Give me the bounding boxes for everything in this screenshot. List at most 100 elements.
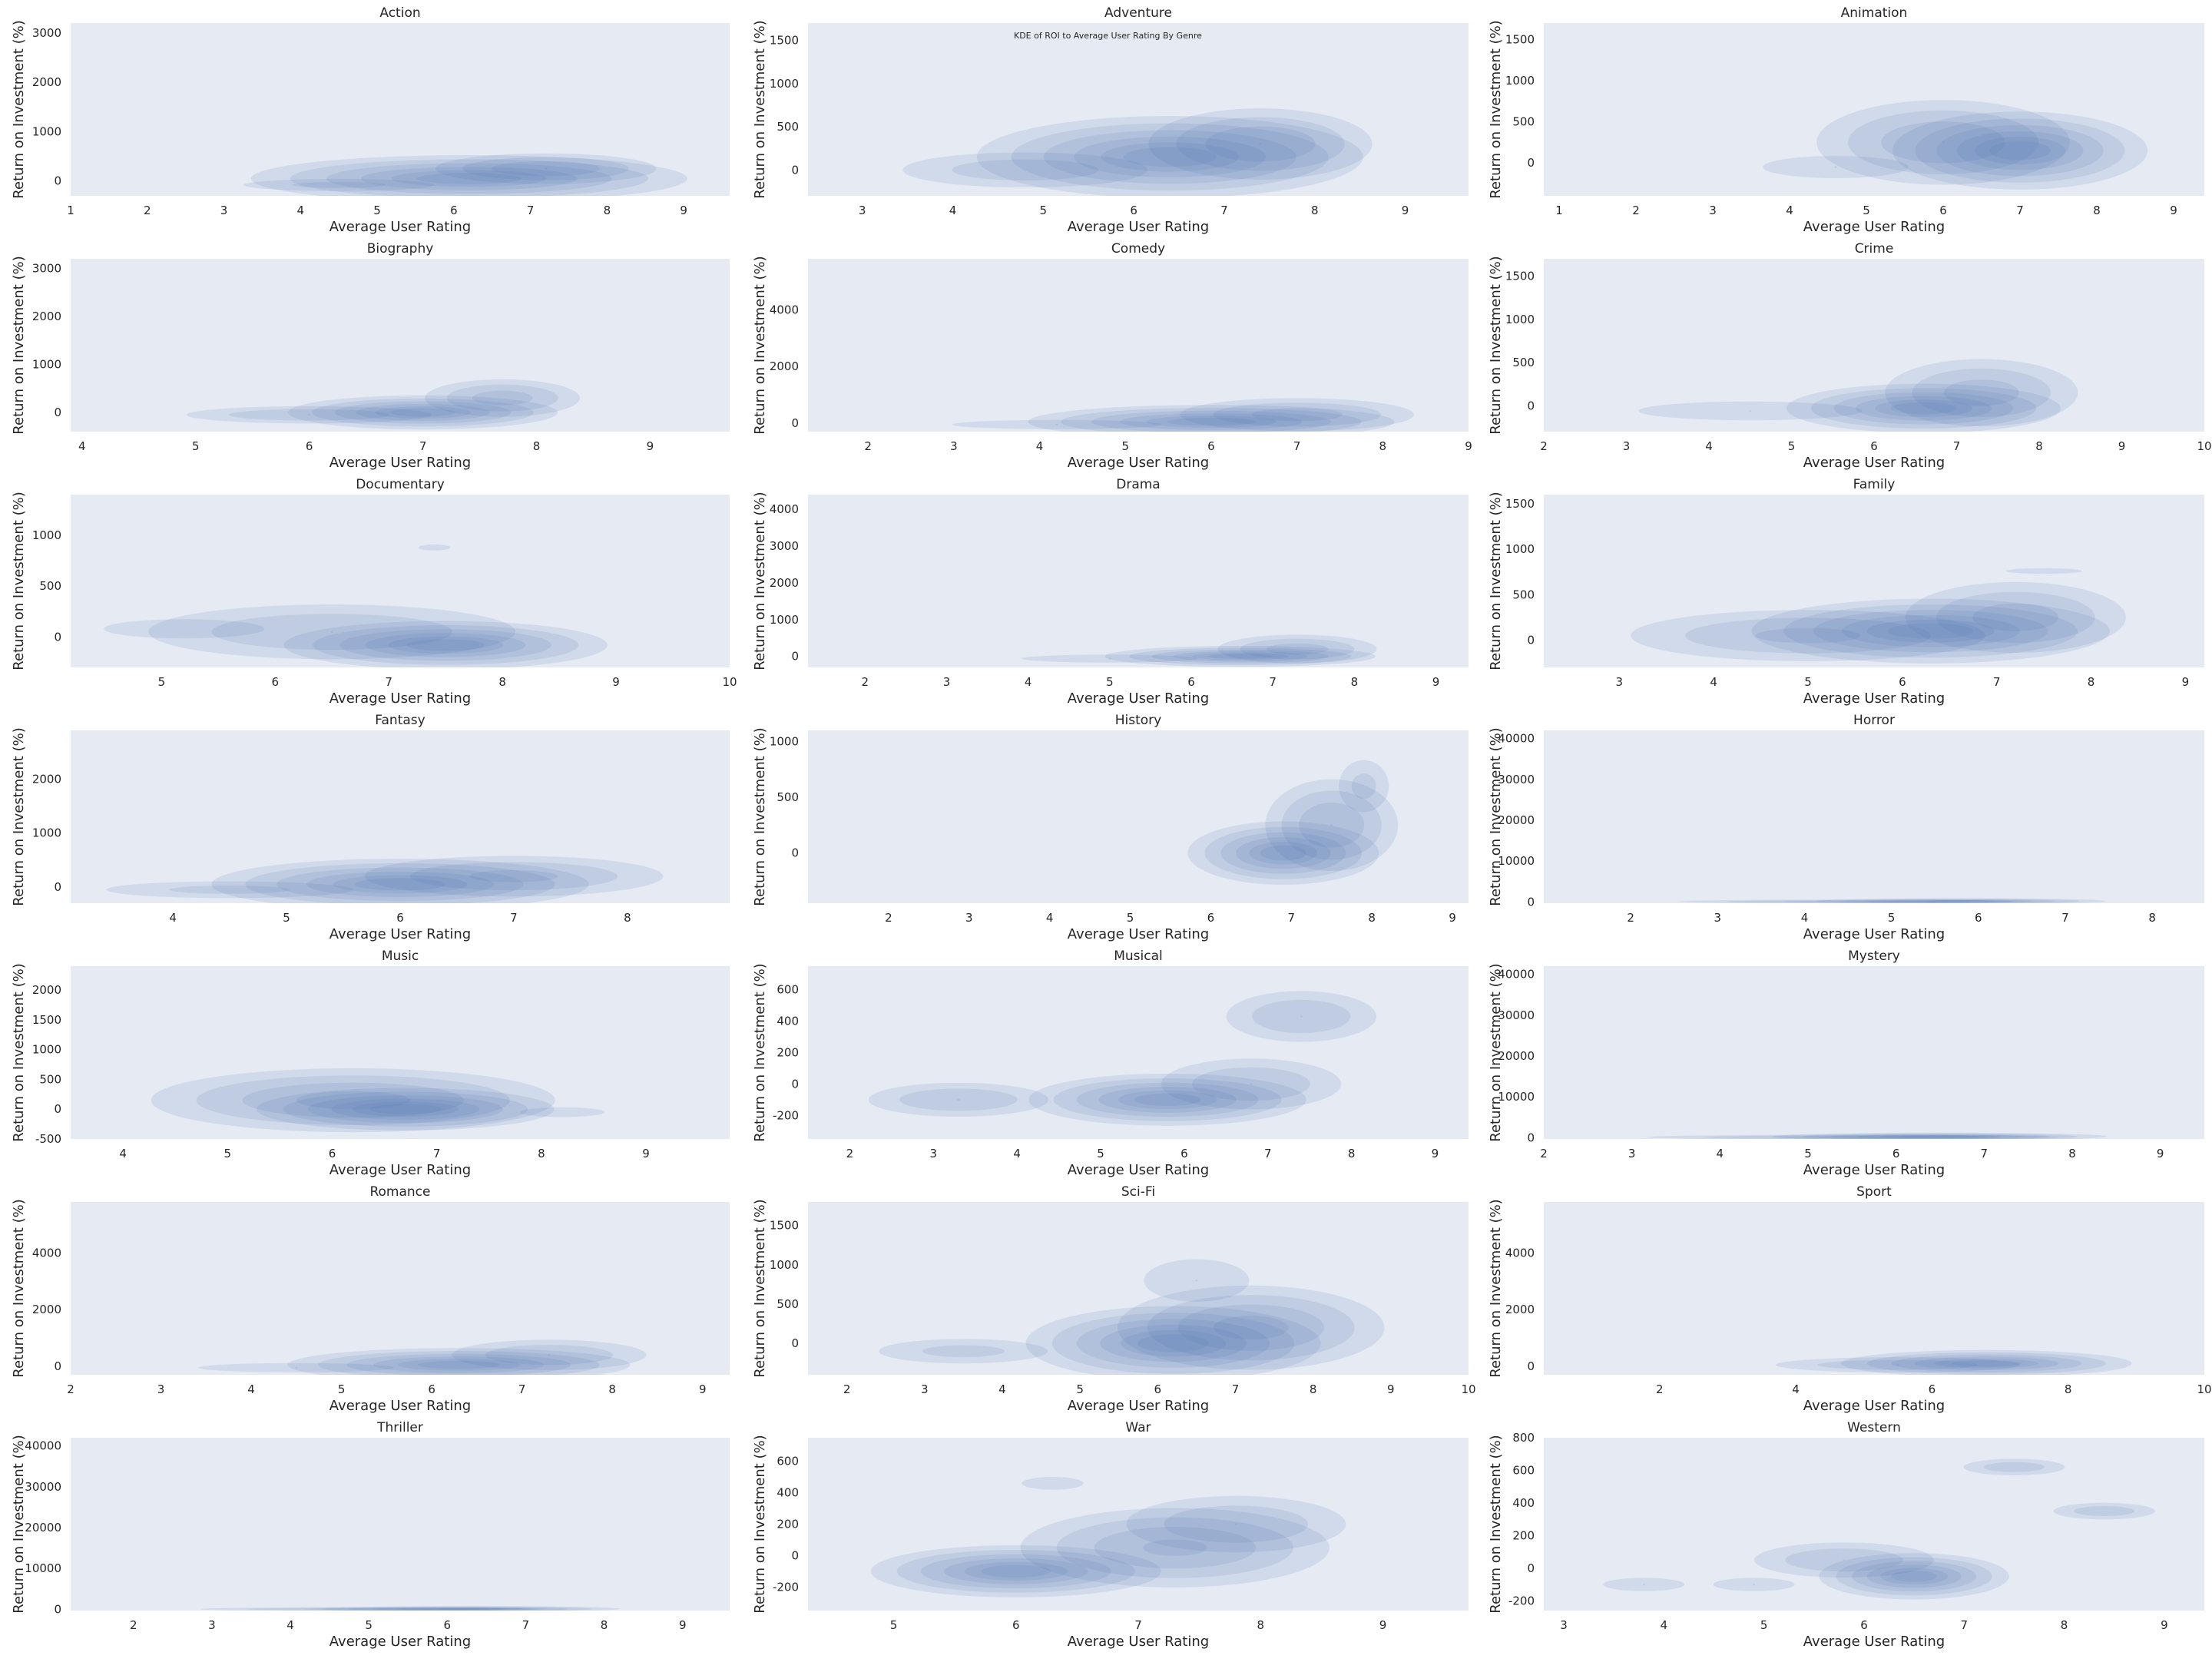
x-tick-label: 7	[1134, 1618, 1142, 1632]
x-tick-label: 5	[1040, 204, 1048, 217]
kde-level-1-blob-3	[1226, 991, 1376, 1042]
kde-contours-sport	[1775, 1349, 2132, 1375]
x-tick-label: 4	[1705, 439, 1713, 453]
kde-level-1-blob-3	[1763, 155, 1909, 179]
x-tick-label: 8	[1351, 675, 1359, 689]
x-tick-label: 9	[679, 1618, 687, 1632]
x-tick-label: 2	[1540, 439, 1548, 453]
kde-level-3-blob-2	[469, 870, 558, 882]
y-tick-label: 2000	[770, 576, 799, 590]
kde-level-5-blob-1	[1934, 1359, 2038, 1369]
kde-level-3-blob-1	[334, 401, 512, 424]
x-tick-label: 6	[428, 1382, 435, 1396]
x-tick-label: 6	[1181, 1147, 1188, 1160]
y-axis-label: Return on Investment (%)	[1488, 20, 1504, 198]
x-tick-label: 9	[2118, 439, 2126, 453]
x-tick-label: 6	[450, 204, 458, 217]
kde-level-2-blob-1	[1204, 826, 1362, 879]
kde-level-1-blob-1	[250, 155, 687, 196]
kde-level-6-blob-1	[1134, 1093, 1201, 1107]
subplot-animation: Animation 1 2 3 4 5 6 7 8 9 0 500 1000 1500 Average Us…	[1488, 5, 2204, 235]
x-tick-label: 8	[1257, 1618, 1264, 1632]
y-tick-label: 30000	[1498, 1008, 1535, 1022]
plot-area-western	[1544, 1438, 2204, 1611]
kde-contours-mystery	[1646, 1132, 2108, 1139]
kde-level-1-blob-2	[1963, 1458, 2065, 1475]
subplot-crime: Crime 2 3 4 5 6 7 8 9 10 0 500 1000 1500 Average User …	[1488, 241, 2212, 471]
kde-level-3-blob-1	[921, 1554, 1111, 1589]
kde-level-1-blob-2	[151, 1068, 555, 1133]
kde-level-6-blob-1	[1926, 900, 1996, 902]
x-tick-label: 5	[158, 675, 166, 689]
x-tick-label: 6	[1207, 439, 1215, 453]
subplot-title: War	[1125, 1420, 1151, 1435]
kde-level-3-blob-2	[1881, 121, 2005, 164]
plot-area-musical	[808, 966, 1469, 1139]
subplot-title: Family	[1853, 477, 1896, 492]
y-tick-label: 500	[39, 579, 61, 593]
kde-level-1-blob-2	[1217, 634, 1377, 664]
kde-level-1-blob-4	[2005, 568, 2082, 574]
kde-level-1-blob-3	[198, 1362, 395, 1372]
kde-level-2-blob-3	[1936, 591, 2095, 644]
kde-level-1-blob-1	[288, 395, 558, 430]
x-tick-label: 6	[1975, 911, 1982, 925]
kde-level-3-blob-2	[1266, 643, 1329, 655]
x-axis-label: Average User Rating	[329, 455, 471, 471]
kde-level-2-blob-2	[247, 1607, 490, 1611]
kde-level-6-blob-1	[1167, 417, 1256, 426]
kde-level-2-blob-3	[1055, 423, 1058, 425]
x-tick-label: 2	[864, 439, 872, 453]
x-tick-label: 4	[247, 1382, 255, 1396]
x-tick-label: 7	[510, 911, 518, 925]
kde-level-4-blob-1	[1956, 131, 2084, 171]
kde-level-1-blob-6	[1754, 1542, 1934, 1578]
kde-level-2-blob-3	[1252, 999, 1351, 1034]
x-tick-label: 7	[1993, 675, 2001, 689]
kde-level-6-blob-1	[417, 1360, 501, 1369]
subplot-title: Action	[379, 5, 420, 21]
x-tick-label: 9	[1402, 204, 1409, 217]
kde-level-6-blob-1	[369, 1104, 442, 1114]
kde-level-3-blob-2	[330, 631, 333, 633]
x-tick-label: 8	[538, 1147, 545, 1160]
kde-level-2-blob-1	[318, 1351, 600, 1375]
kde-level-2-blob-3	[952, 159, 1099, 180]
subplot-title: Comedy	[1111, 241, 1165, 257]
kde-level-2-blob-3	[292, 181, 386, 188]
kde-level-2-blob-2	[211, 614, 452, 651]
y-tick-label: 0	[54, 174, 61, 188]
y-tick-label: 500	[39, 1072, 61, 1086]
y-tick-label: 800	[1512, 1431, 1535, 1445]
plot-area-sport	[1544, 1202, 2204, 1375]
x-tick-label: 3	[1628, 1147, 1636, 1160]
plot-area-mystery	[1544, 966, 2204, 1139]
subplot-title: Fantasy	[375, 713, 425, 728]
kde-level-5-blob-1	[1880, 1568, 1949, 1585]
y-tick-label: 0	[791, 650, 799, 664]
y-axis-label: Return on Investment (%)	[752, 492, 768, 670]
kde-level-4-blob-1	[373, 1356, 545, 1373]
x-tick-label: 5	[338, 1382, 346, 1396]
kde-level-2-blob-3	[295, 1366, 298, 1369]
x-axis-label: Average User Rating	[329, 1162, 471, 1178]
y-tick-label: -200	[773, 1580, 799, 1594]
y-tick-label: 0	[1527, 1131, 1535, 1144]
kde-level-2-blob-1	[1061, 408, 1362, 432]
kde-level-2-blob-1	[348, 1606, 594, 1611]
kde-contours-action	[243, 153, 687, 196]
kde-level-2-blob-1	[1866, 1352, 2106, 1375]
x-tick-label: 4	[286, 1618, 294, 1632]
plot-area-adventure	[808, 23, 1469, 196]
kde-level-4-blob-1	[1074, 136, 1267, 177]
kde-level-2-blob-5	[1753, 1583, 1756, 1586]
y-tick-label: 1000	[32, 826, 61, 840]
x-tick-label: 8	[2068, 1147, 2076, 1160]
x-tick-label: 7	[1981, 1147, 1988, 1160]
x-tick-label: 4	[1717, 1147, 1724, 1160]
kde-level-1-blob-1	[976, 116, 1363, 196]
y-tick-label: 2000	[1505, 1303, 1535, 1316]
kde-level-2-blob-1	[1810, 388, 2037, 429]
x-tick-label: 1	[1555, 204, 1563, 217]
